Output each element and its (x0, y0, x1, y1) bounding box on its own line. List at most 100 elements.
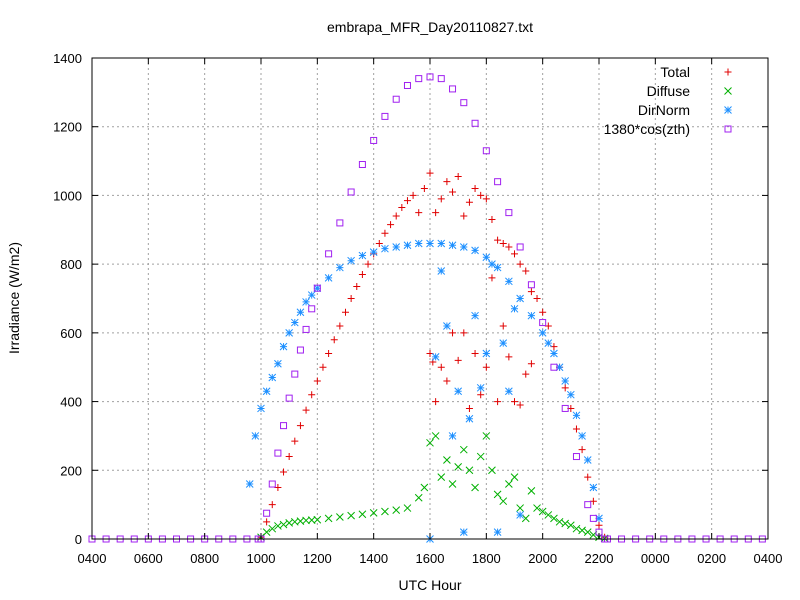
data-point (454, 173, 462, 181)
data-point (578, 432, 586, 440)
data-point (353, 282, 361, 290)
data-point (448, 480, 457, 488)
data-point (409, 191, 417, 199)
x-tick-label: 1800 (472, 551, 501, 566)
data-point (296, 422, 304, 430)
data-point (291, 437, 299, 445)
data-point (465, 198, 473, 206)
data-point (336, 219, 344, 227)
x-tick-label: 2000 (528, 551, 557, 566)
data-point (550, 514, 558, 523)
data-point (471, 349, 479, 357)
data-point (505, 209, 513, 217)
data-point (454, 356, 462, 364)
data-point (280, 468, 288, 476)
data-point (381, 112, 389, 120)
data-point (415, 75, 423, 83)
data-point (449, 85, 457, 93)
data-point (533, 504, 541, 512)
data-point (358, 270, 366, 278)
data-point (432, 398, 440, 406)
x-tick-label: 0200 (697, 551, 726, 566)
data-point (516, 260, 524, 268)
data-point (426, 169, 434, 177)
data-point (313, 515, 322, 524)
data-point (414, 239, 423, 248)
data-point (488, 260, 496, 268)
data-point (477, 391, 485, 399)
y-tick-label: 600 (60, 326, 82, 341)
grid (92, 58, 768, 539)
data-point (572, 425, 580, 433)
data-point (572, 524, 581, 533)
data-point (566, 390, 575, 399)
data-point (471, 119, 479, 127)
data-point (336, 513, 344, 521)
data-point (493, 528, 502, 536)
data-point (505, 277, 513, 286)
legend-marker-dirnorm (724, 106, 732, 114)
data-point (516, 243, 524, 251)
data-point (538, 329, 547, 337)
data-point (459, 243, 468, 251)
data-point (381, 244, 389, 253)
chart-title: embrapa_MFR_Day20110827.txt (327, 19, 533, 35)
legend-label-1380-cos-zth-: 1380*cos(zth) (604, 121, 690, 137)
data-point (370, 136, 378, 144)
data-point (347, 188, 355, 196)
data-point (572, 453, 580, 461)
data-point (437, 239, 446, 248)
data-point (476, 383, 485, 392)
x-axis-label: UTC Hour (398, 577, 461, 593)
data-point (313, 284, 322, 293)
data-point (449, 188, 457, 196)
data-point (431, 353, 440, 361)
data-point (494, 398, 502, 406)
data-point (420, 483, 429, 492)
data-point (471, 246, 479, 255)
legend: Total Diffuse DirNorm 1380*cos(zth) (604, 64, 732, 137)
data-point (566, 521, 575, 530)
data-point (268, 501, 276, 509)
data-point (448, 241, 457, 250)
data-point (589, 483, 598, 492)
data-point (477, 191, 485, 199)
data-point (527, 281, 535, 289)
data-point (432, 209, 440, 217)
data-point (505, 480, 513, 488)
x-tick-label: 0400 (754, 551, 783, 566)
data-point (403, 241, 412, 250)
data-point (561, 377, 570, 385)
x-tick-label: 0400 (78, 551, 107, 566)
data-point (499, 322, 507, 330)
legend-label-diffuse: Diffuse (647, 83, 691, 99)
data-point (482, 147, 490, 155)
data-point (268, 524, 277, 533)
data-point (324, 514, 333, 523)
series-dirnorm (245, 239, 603, 523)
data-point (471, 483, 479, 492)
data-point (516, 401, 524, 409)
data-point (555, 517, 564, 526)
data-point (454, 387, 463, 396)
data-point (290, 318, 299, 327)
data-point (291, 370, 299, 378)
data-point (279, 520, 288, 529)
data-point (471, 185, 479, 193)
data-point (516, 294, 524, 303)
data-point (488, 274, 496, 282)
x-tick-label: 2200 (585, 551, 614, 566)
x-tick-label: 0000 (641, 551, 670, 566)
data-point (510, 304, 519, 313)
y-tick-label: 1000 (53, 188, 82, 203)
data-point (595, 514, 603, 523)
data-point (285, 329, 294, 337)
data-point (437, 195, 445, 203)
data-point (527, 288, 535, 296)
data-point (302, 298, 310, 306)
data-point (347, 511, 355, 520)
data-point (511, 398, 518, 406)
data-point (539, 308, 547, 316)
data-point (460, 99, 468, 107)
data-point (358, 251, 367, 260)
